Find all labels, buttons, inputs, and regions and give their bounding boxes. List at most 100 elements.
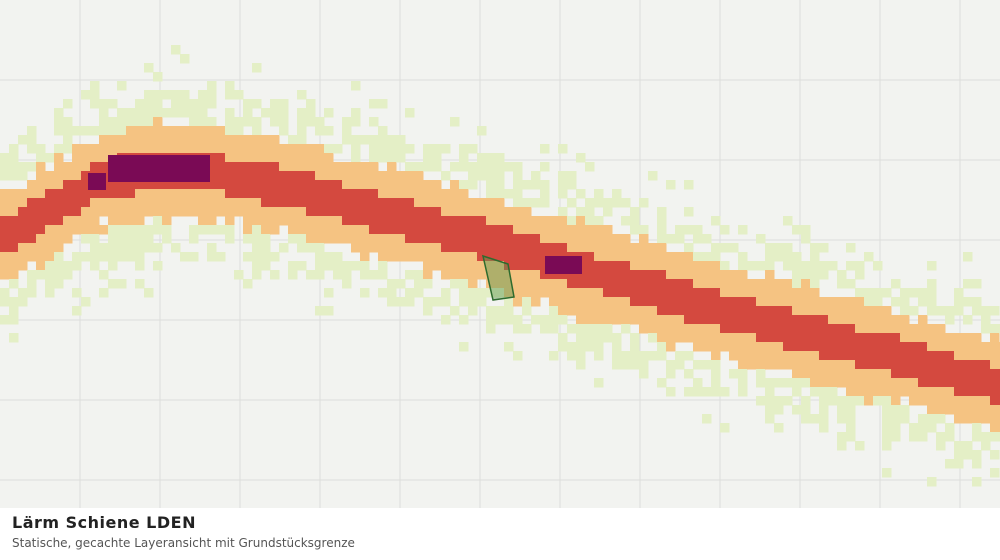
noise-cell bbox=[387, 252, 397, 262]
noise-cell bbox=[612, 288, 622, 298]
noise-cell bbox=[216, 189, 226, 199]
noise-cell bbox=[549, 225, 559, 235]
noise-cell bbox=[360, 171, 370, 181]
noise-cell bbox=[405, 216, 415, 226]
noise-cell bbox=[702, 270, 712, 280]
noise-cell bbox=[522, 216, 532, 226]
noise-cell bbox=[270, 225, 280, 235]
noise-cell bbox=[315, 207, 325, 217]
noise-cell bbox=[450, 243, 460, 253]
noise-cell bbox=[630, 315, 640, 325]
noise-cell bbox=[675, 288, 685, 298]
noise-cell bbox=[288, 180, 298, 190]
noise-cell bbox=[567, 234, 577, 244]
noise-cell bbox=[585, 261, 595, 271]
noise-cell bbox=[0, 261, 10, 271]
noise-cell bbox=[837, 315, 847, 325]
noise-cell bbox=[432, 153, 442, 163]
noise-cell bbox=[927, 306, 937, 316]
noise-cell bbox=[693, 270, 703, 280]
noise-cell bbox=[243, 252, 253, 262]
noise-cell bbox=[342, 216, 352, 226]
noise-cell bbox=[243, 180, 253, 190]
noise-cell bbox=[504, 306, 514, 316]
noise-cell bbox=[117, 108, 127, 118]
noise-cell bbox=[747, 351, 757, 361]
noise-cell bbox=[720, 333, 730, 343]
noise-cell bbox=[459, 153, 469, 163]
noise-cell bbox=[576, 234, 586, 244]
noise-cell bbox=[36, 207, 46, 217]
noise-cell bbox=[9, 306, 19, 316]
noise-cell bbox=[486, 243, 496, 253]
noise-cell bbox=[657, 270, 667, 280]
noise-cell bbox=[378, 261, 388, 271]
noise-cell bbox=[414, 189, 424, 199]
noise-cell bbox=[207, 162, 217, 172]
noise-cell bbox=[531, 270, 541, 280]
noise-cell bbox=[657, 225, 667, 235]
noise-cell bbox=[45, 243, 55, 253]
noise-cell bbox=[711, 342, 721, 352]
noise-cell bbox=[540, 270, 550, 280]
noise-cell bbox=[378, 189, 388, 199]
noise-cell bbox=[477, 252, 487, 262]
noise-cell bbox=[639, 306, 649, 316]
noise-cell bbox=[297, 162, 307, 172]
noise-cell bbox=[234, 135, 244, 145]
noise-cell bbox=[45, 270, 55, 280]
noise-cell bbox=[531, 252, 541, 262]
noise-cell bbox=[567, 180, 577, 190]
noise-cell bbox=[963, 252, 973, 262]
noise-cell bbox=[63, 198, 73, 208]
noise-cell bbox=[720, 315, 730, 325]
noise-cell bbox=[279, 207, 289, 217]
noise-cell bbox=[378, 216, 388, 226]
noise-cell bbox=[846, 324, 856, 334]
noise-cell bbox=[36, 270, 46, 280]
noise-cell bbox=[306, 234, 316, 244]
noise-cell bbox=[405, 171, 415, 181]
noise-cell bbox=[702, 288, 712, 298]
noise-cell bbox=[144, 99, 154, 109]
noise-cell bbox=[0, 288, 10, 298]
noise-cell bbox=[396, 180, 406, 190]
noise-cell bbox=[828, 396, 838, 406]
noise-cell bbox=[207, 180, 217, 190]
noise-cell bbox=[9, 333, 19, 343]
noise-cell bbox=[459, 243, 469, 253]
noise-cell bbox=[0, 198, 10, 208]
noise-cell bbox=[72, 261, 82, 271]
noise-cell bbox=[846, 414, 856, 424]
noise-cell bbox=[990, 378, 1000, 388]
noise-cell bbox=[864, 378, 874, 388]
noise-cell bbox=[684, 351, 694, 361]
noise-cell bbox=[198, 99, 208, 109]
noise-cell bbox=[936, 333, 946, 343]
noise-cell bbox=[306, 216, 316, 226]
noise-cell bbox=[783, 351, 793, 361]
noise-cell bbox=[810, 414, 820, 424]
noise-cell bbox=[522, 198, 532, 208]
noise-cell bbox=[684, 333, 694, 343]
noise-cell bbox=[63, 162, 73, 172]
noise-cell bbox=[909, 342, 919, 352]
noise-cell bbox=[27, 135, 37, 145]
noise-cell bbox=[936, 396, 946, 406]
noise-cell bbox=[513, 324, 523, 334]
noise-cell bbox=[27, 126, 37, 136]
noise-cell bbox=[360, 162, 370, 172]
noise-cell bbox=[144, 288, 154, 298]
noise-cell bbox=[693, 306, 703, 316]
noise-cell bbox=[144, 135, 154, 145]
noise-cell bbox=[261, 189, 271, 199]
noise-cell bbox=[567, 225, 577, 235]
noise-cell bbox=[720, 324, 730, 334]
noise-cell bbox=[621, 198, 631, 208]
noise-cell bbox=[468, 207, 478, 217]
noise-cell bbox=[702, 387, 712, 397]
noise-cell bbox=[189, 252, 199, 262]
noise-cell bbox=[27, 216, 37, 226]
noise-cell bbox=[630, 243, 640, 253]
noise-cell bbox=[630, 351, 640, 361]
